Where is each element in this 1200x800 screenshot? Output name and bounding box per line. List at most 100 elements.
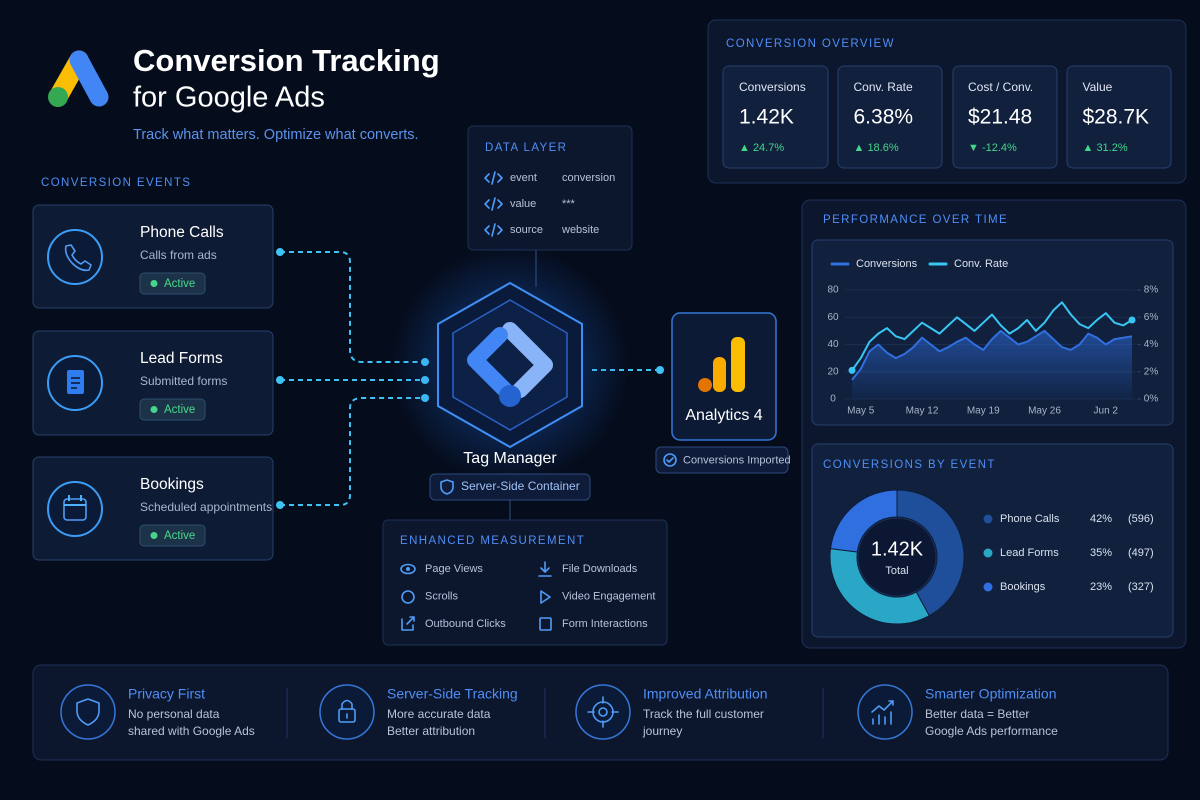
chart-title: CONVERSIONS BY EVENT	[823, 459, 996, 471]
kpi-label: Conv. Rate	[854, 80, 913, 94]
event-name: Bookings	[140, 476, 204, 493]
kpi-change: ▲ 31.2%	[1083, 142, 1128, 154]
measurement-item: File Downloads	[562, 563, 638, 575]
subtitle: for Google Ads	[133, 82, 325, 114]
count-label: (497)	[1128, 547, 1154, 559]
series-line	[851, 329, 1133, 381]
data-layer-panel	[467, 125, 633, 251]
series-end-dot	[848, 366, 856, 374]
count-label: (327)	[1128, 581, 1154, 593]
value-label: 23%	[1090, 581, 1112, 593]
analytics-label: Analytics 4	[685, 407, 762, 424]
section-heading: CONVERSION EVENTS	[41, 177, 191, 189]
measurement-item: Form Interactions	[562, 618, 648, 630]
value-label: 35%	[1090, 547, 1112, 559]
measurement-item: Outbound Clicks	[425, 618, 506, 630]
kpi-change: ▼ -12.4%	[968, 142, 1017, 154]
y2-tick-label: 8%	[1144, 285, 1159, 296]
data-key: value	[510, 198, 536, 210]
data-value: conversion	[562, 172, 615, 184]
measurement-item: Video Engagement	[562, 590, 655, 602]
section-heading: CONVERSION OVERVIEW	[726, 38, 895, 50]
status-label: Active	[164, 530, 195, 542]
kpi-value: $28.7K	[1083, 106, 1150, 129]
title: Conversion Tracking	[133, 43, 440, 78]
donut-center-label: Total	[885, 565, 908, 577]
x-tick-label: May 19	[967, 406, 1000, 417]
status-pill	[139, 398, 206, 421]
donut-hole	[857, 517, 937, 597]
data-value: website	[561, 224, 599, 236]
feature-title: Server-Side Tracking	[387, 686, 518, 702]
y2-tick-label: 6%	[1144, 312, 1159, 323]
measurement-item: Scrolls	[425, 590, 459, 602]
event-name: Phone Calls	[140, 224, 224, 241]
google-ads-logo	[48, 50, 109, 107]
kpi-label: Value	[1083, 80, 1113, 94]
feature-text: Google Ads performance	[925, 724, 1058, 738]
x-tick-label: May 26	[1028, 406, 1061, 417]
series-end-dot	[1128, 316, 1136, 324]
feature-text: More accurate data	[387, 707, 491, 721]
y2-tick-label: 2%	[1144, 366, 1159, 377]
status-pill	[139, 272, 206, 295]
donut-slice	[896, 489, 965, 617]
chart-title: PERFORMANCE OVER TIME	[823, 214, 1008, 226]
feature-text: Better data = Better	[925, 707, 1029, 721]
y2-tick-label: 4%	[1144, 339, 1159, 350]
event-description: Calls from ads	[140, 248, 217, 262]
event-name: Lead Forms	[140, 350, 223, 367]
y2-tick-label: 0%	[1144, 394, 1159, 405]
legend-label: Conv. Rate	[954, 258, 1008, 270]
status-dot	[150, 532, 158, 539]
y-tick-label: 60	[827, 312, 839, 323]
section-heading: DATA LAYER	[485, 142, 567, 154]
features-panel	[32, 664, 1169, 761]
event-description: Scheduled appointments	[140, 500, 272, 514]
hub-label: Tag Manager	[463, 450, 557, 467]
overview-panel	[707, 19, 1187, 184]
kpi-label: Conversions	[739, 80, 806, 94]
legend-dot	[983, 548, 993, 558]
feature-title: Smarter Optimization	[925, 686, 1056, 702]
event-description: Submitted forms	[140, 374, 227, 388]
legend-dot	[983, 582, 993, 592]
x-tick-label: May 5	[847, 406, 875, 417]
count-label: (596)	[1128, 513, 1154, 525]
series-line	[851, 301, 1133, 371]
kpi-change: ▲ 24.7%	[739, 142, 784, 154]
data-key: source	[510, 224, 543, 236]
status-label: Active	[164, 278, 195, 290]
measurement-item: Page Views	[425, 563, 483, 575]
legend-label: Lead Forms	[1000, 547, 1059, 559]
data-value: ***	[562, 198, 576, 210]
y-tick-label: 20	[827, 366, 839, 377]
event-cards	[32, 204, 274, 561]
feature-text: Better attribution	[387, 724, 475, 738]
hub-badge: Server-Side Container	[461, 479, 580, 493]
legend-label: Phone Calls	[1000, 513, 1060, 525]
kpi-change: ▲ 18.6%	[854, 142, 899, 154]
status-pill	[139, 524, 206, 547]
feature-title: Improved Attribution	[643, 686, 768, 702]
kpi-value: 1.42K	[739, 106, 794, 129]
y-tick-label: 0	[830, 394, 836, 405]
feature-title: Privacy First	[128, 686, 205, 702]
legend-dot	[983, 514, 993, 524]
donut-slice	[829, 548, 930, 625]
status-dot	[150, 406, 158, 413]
y-tick-label: 80	[827, 285, 839, 296]
section-heading: ENHANCED MEASUREMENT	[400, 535, 585, 547]
analytics-card	[655, 312, 789, 474]
legend-label: Bookings	[1000, 581, 1046, 593]
donut-center-value: 1.42K	[871, 538, 924, 560]
kpi-value: 6.38%	[854, 106, 914, 129]
status-label: Active	[164, 404, 195, 416]
enhanced-measurement-panel	[382, 519, 668, 646]
analytics-badge: Conversions Imported	[683, 454, 791, 466]
value-label: 42%	[1090, 513, 1112, 525]
kpi-value: $21.48	[968, 106, 1032, 129]
data-key: event	[510, 172, 537, 184]
